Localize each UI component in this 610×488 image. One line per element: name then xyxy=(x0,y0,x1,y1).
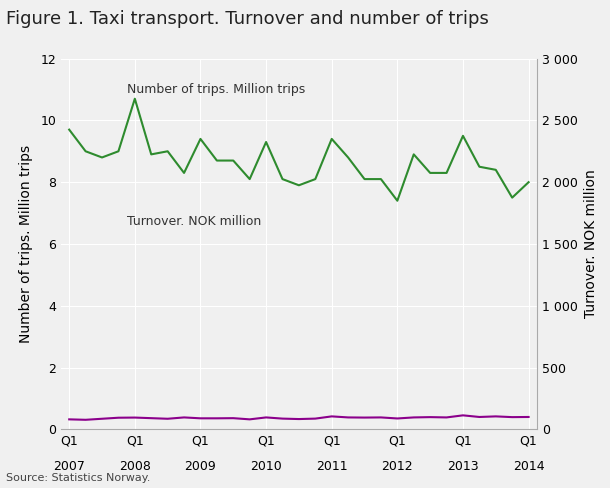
Text: 2011: 2011 xyxy=(316,460,348,473)
Text: 2014: 2014 xyxy=(513,460,544,473)
Text: Figure 1. Taxi transport. Turnover and number of trips: Figure 1. Taxi transport. Turnover and n… xyxy=(6,10,489,28)
Text: 2009: 2009 xyxy=(185,460,217,473)
Text: 2013: 2013 xyxy=(447,460,479,473)
Y-axis label: Turnover. NOK million: Turnover. NOK million xyxy=(584,170,598,318)
Text: 2010: 2010 xyxy=(250,460,282,473)
Text: 2007: 2007 xyxy=(53,460,85,473)
Text: Source: Statistics Norway.: Source: Statistics Norway. xyxy=(6,473,151,483)
Text: Turnover. NOK million: Turnover. NOK million xyxy=(127,216,261,228)
Text: Number of trips. Million trips: Number of trips. Million trips xyxy=(127,82,305,96)
Y-axis label: Number of trips. Million trips: Number of trips. Million trips xyxy=(20,145,34,343)
Text: 2008: 2008 xyxy=(119,460,151,473)
Text: 2012: 2012 xyxy=(381,460,413,473)
